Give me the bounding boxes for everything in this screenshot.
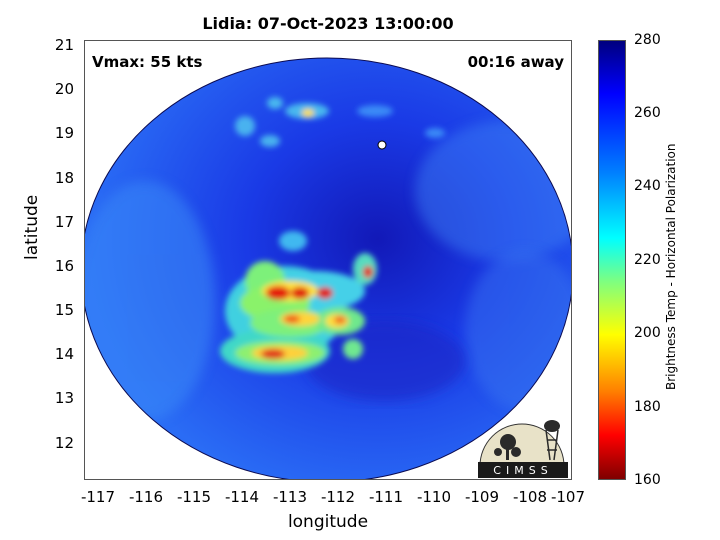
y-tick: 14 xyxy=(54,345,74,363)
x-tick: -107 xyxy=(550,488,586,506)
colorbar-label: Brightness Temp - Horizontal Polarizatio… xyxy=(664,143,678,390)
x-axis-label: longitude xyxy=(287,512,369,532)
convection-region xyxy=(220,231,377,373)
chart-title: Lidia: 07-Oct-2023 13:00:00 xyxy=(202,14,454,33)
x-tick: -117 xyxy=(80,488,116,506)
y-tick: 15 xyxy=(54,301,74,319)
x-tick: -111 xyxy=(368,488,404,506)
y-tick: 13 xyxy=(54,389,74,407)
logo-text: CIMSS xyxy=(493,464,552,477)
colorbar-tick: 240 xyxy=(634,178,661,194)
y-tick: 21 xyxy=(54,36,74,54)
y-tick: 19 xyxy=(54,124,74,142)
time-away-label: 00:16 away xyxy=(467,53,564,71)
x-tick: -113 xyxy=(272,488,308,506)
x-tick: -108 xyxy=(512,488,548,506)
colorbar-tick: 280 xyxy=(634,32,661,48)
cimss-logo: CIMSS xyxy=(478,420,568,478)
brightness-temp-map xyxy=(85,57,571,479)
y-tick: 17 xyxy=(54,213,74,231)
colorbar-tick: 260 xyxy=(634,105,661,121)
map-plot-area xyxy=(84,40,572,480)
x-tick: -112 xyxy=(320,488,356,506)
colorbar-tick: 220 xyxy=(634,252,661,268)
x-tick: -116 xyxy=(128,488,164,506)
x-tick: -109 xyxy=(464,488,500,506)
outer-rain-bands xyxy=(235,97,445,147)
x-tick: -115 xyxy=(176,488,212,506)
y-tick: 12 xyxy=(54,434,74,452)
vmax-label: Vmax: 55 kts xyxy=(92,53,203,71)
x-tick: -114 xyxy=(224,488,260,506)
x-tick: -110 xyxy=(416,488,452,506)
y-tick: 18 xyxy=(54,169,74,187)
storm-center-marker xyxy=(377,140,387,150)
colorbar xyxy=(598,40,626,480)
y-axis-label: latitude xyxy=(22,194,42,260)
colorbar-tick: 180 xyxy=(634,399,661,415)
colorbar-tick: 160 xyxy=(634,472,661,488)
y-tick: 16 xyxy=(54,257,74,275)
y-tick: 20 xyxy=(54,80,74,98)
swath-disk xyxy=(85,58,571,479)
colorbar-tick: 200 xyxy=(634,325,661,341)
